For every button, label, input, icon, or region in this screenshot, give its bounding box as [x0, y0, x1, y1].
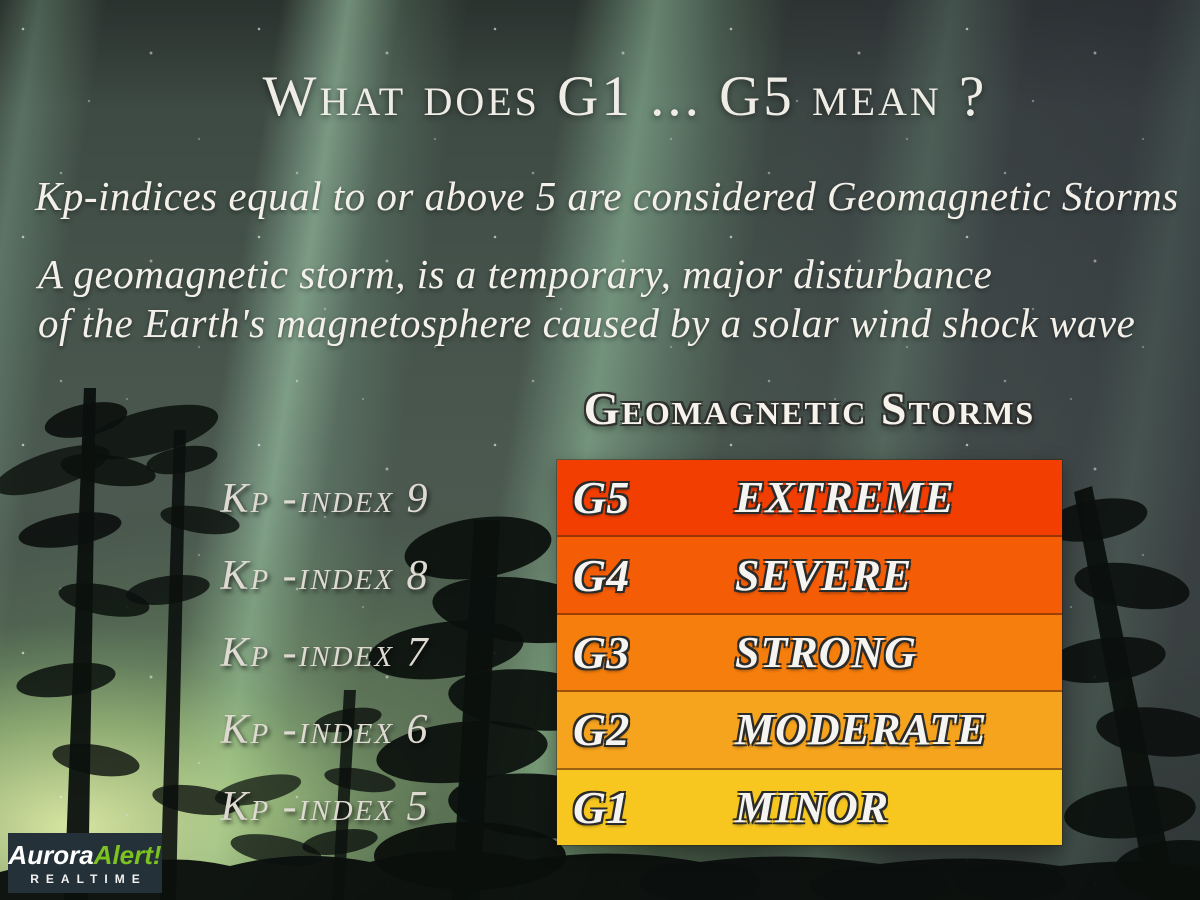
kp-index-labels: Kp -index 9 Kp -index 8 Kp -index 7 Kp -ind…: [140, 460, 510, 845]
aurora-alert-logo: AuroraAlert! REALTIME: [8, 833, 162, 893]
storm-severity: MODERATE: [735, 705, 988, 755]
kp-index-label-g5: Kp -index 9: [220, 475, 430, 522]
storm-row-g5: G5 EXTREME: [557, 460, 1062, 538]
logo-tagline: REALTIME: [30, 871, 147, 886]
storm-row-g3: G3 STRONG: [557, 614, 1062, 693]
storm-level: G3: [573, 627, 630, 679]
storm-row-g4: G4 SEVERE: [557, 537, 1062, 615]
storm-definition-line1: A geomagnetic storm, is a temporary, maj…: [38, 251, 993, 297]
kp-index-label-g3: Kp -index 7: [220, 629, 430, 676]
storm-definition: A geomagnetic storm, is a temporary, maj…: [38, 250, 1135, 348]
storm-severity: SEVERE: [735, 550, 913, 600]
kp-threshold-note: Kp-indices equal to or above 5 are consi…: [35, 173, 1179, 219]
storm-row-g1: G1 MINOR: [557, 769, 1062, 846]
page-title: What does G1 ... G5 mean ?: [262, 65, 988, 128]
storm-level: G4: [573, 549, 630, 601]
storm-row-g2: G2 MODERATE: [557, 692, 1062, 770]
storm-scale-table: G5 EXTREME G4 SEVERE G3 STRONG G2 MODERATE G1 MIN…: [557, 460, 1062, 846]
storm-level: G2: [573, 704, 630, 756]
storm-definition-line2: of the Earth's magnetosphere caused by a…: [38, 300, 1136, 346]
storm-table-heading: Geomagnetic Storms: [583, 383, 1036, 434]
logo-brand-primary: Aurora: [8, 839, 94, 870]
storm-severity: EXTREME: [735, 473, 955, 523]
logo-brand: AuroraAlert!: [8, 841, 161, 869]
kp-index-label-g1: Kp -index 5: [220, 783, 430, 830]
storm-level: G1: [573, 781, 630, 833]
kp-index-label-g2: Kp -index 6: [220, 706, 430, 753]
storm-level: G5: [573, 472, 630, 524]
kp-index-label-g4: Kp -index 8: [220, 552, 430, 599]
logo-brand-secondary: Alert!: [93, 839, 162, 870]
storm-severity: STRONG: [735, 628, 918, 678]
storm-severity: MINOR: [735, 782, 890, 832]
